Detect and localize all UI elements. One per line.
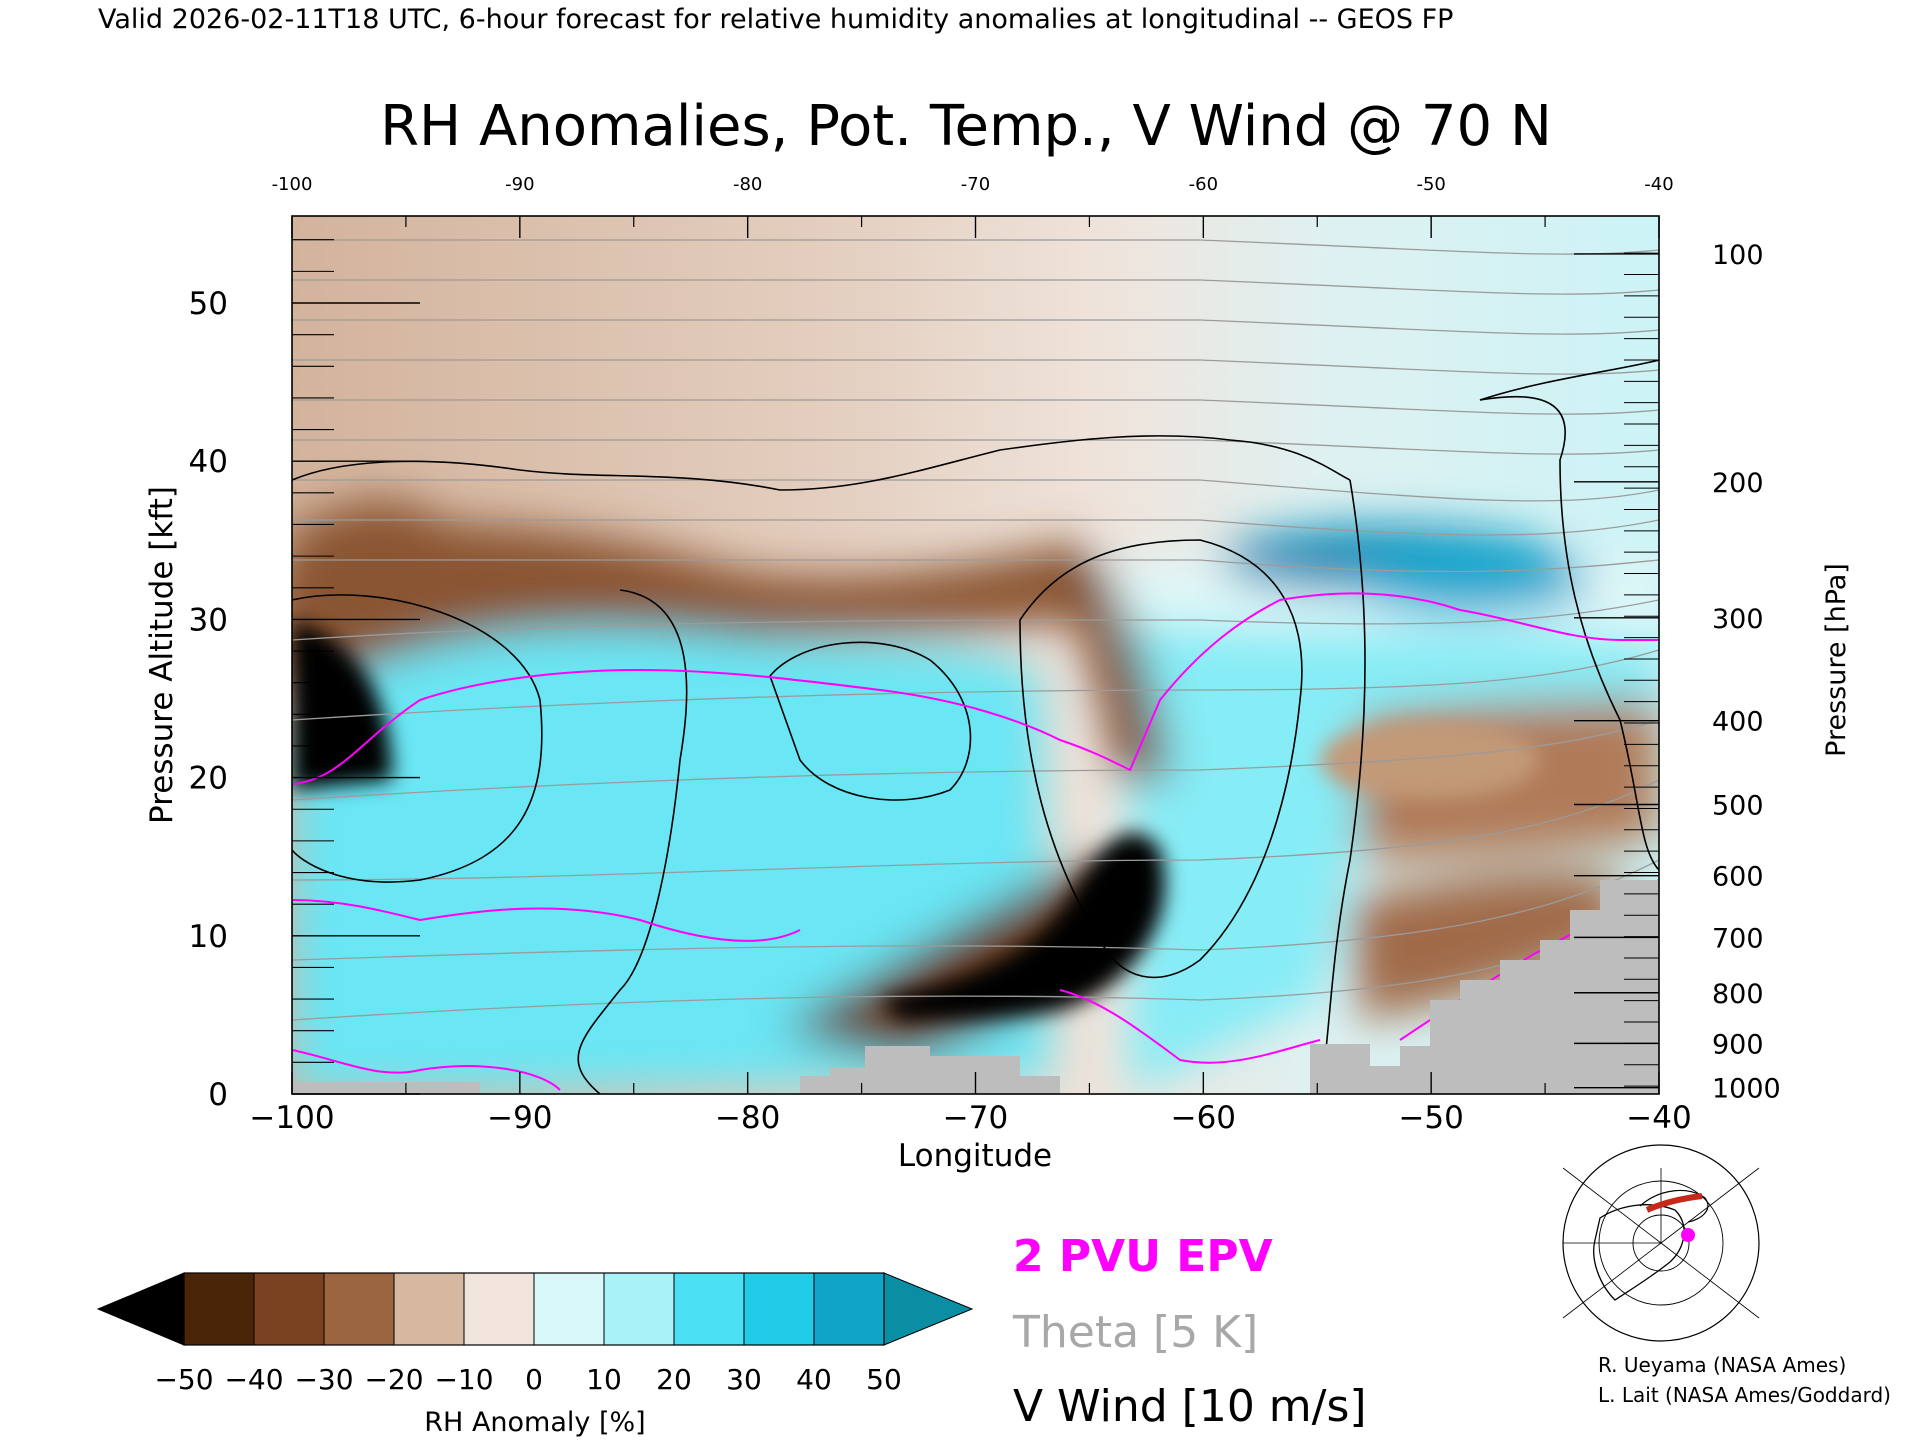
y-axis-label: Pressure Altitude [kft] (144, 486, 180, 824)
credit-line-2: L. Lait (NASA Ames/Goddard) (1598, 1383, 1891, 1407)
y-tick-label: 20 (189, 761, 228, 797)
y2-axis-label: Pressure [hPa] (1821, 563, 1852, 757)
y-tick-label: 50 (189, 286, 228, 322)
colorbar-segment (394, 1273, 465, 1345)
pressure-tick-label: 200 (1712, 468, 1764, 499)
pressure-tick-label: 400 (1712, 707, 1764, 738)
axes: −100 -100 −90 -90 −80 -80 −70 -70 −60 -60 −50 -50 −4… (189, 174, 1781, 1136)
pressure-tick-label: 900 (1712, 1029, 1764, 1060)
colorbar-tick-label: 30 (726, 1363, 762, 1396)
x-top-tick-label: -100 (272, 174, 313, 195)
x-top-tick-label: -60 (1189, 174, 1218, 195)
colorbar-tick-label: 10 (586, 1363, 622, 1396)
colorbar-segment (254, 1273, 325, 1345)
x-top-tick-label: -40 (1644, 174, 1673, 195)
pressure-tick-label: 1000 (1712, 1074, 1781, 1105)
rh-anomaly-field (292, 216, 1659, 1094)
colorbar-segment (464, 1273, 535, 1345)
x-top-tick-label: -90 (505, 174, 534, 195)
colorbar-segment (184, 1273, 255, 1345)
y-tick-label: 30 (189, 602, 228, 638)
pressure-tick-label: 700 (1712, 923, 1764, 954)
legend-epv: 2 PVU EPV (1013, 1231, 1273, 1282)
colorbar-tick-label: 0 (525, 1363, 543, 1396)
colorbar-segment (604, 1273, 675, 1345)
y-tick-label: 0 (208, 1077, 228, 1113)
colorbar-segment (674, 1273, 745, 1345)
colorbar-tick-label: −30 (294, 1363, 353, 1396)
vwind-contours (292, 359, 1659, 1094)
x-top-tick-label: -50 (1416, 174, 1445, 195)
colorbar-low-arrow (96, 1272, 185, 1346)
pressure-tick-label: 100 (1712, 240, 1764, 271)
x-tick-label: −50 (1398, 1100, 1463, 1136)
valid-line: Valid 2026-02-11T18 UTC, 6-hour forecast… (98, 4, 1453, 35)
x-top-tick-label: -80 (733, 174, 762, 195)
credit-line-1: R. Ueyama (NASA Ames) (1598, 1353, 1846, 1377)
x-tick-label: −100 (249, 1100, 334, 1136)
pressure-tick-label: 500 (1712, 790, 1764, 821)
colorbar-segment (534, 1273, 605, 1345)
legend-theta: Theta [5 K] (1012, 1307, 1258, 1358)
colorbar-segment (324, 1273, 395, 1345)
x-axis-label: Longitude (898, 1138, 1052, 1174)
x-top-tick-label: -70 (961, 174, 990, 195)
chart-title: RH Anomalies, Pot. Temp., V Wind @ 70 N (380, 94, 1552, 159)
y-tick-label: 10 (189, 919, 228, 955)
colorbar-tick-label: 40 (796, 1363, 832, 1396)
x-tick-label: −60 (1171, 1100, 1236, 1136)
theta-contours (292, 239, 1659, 1021)
colorbar-tick-label: −40 (224, 1363, 283, 1396)
pressure-tick-label: 600 (1712, 862, 1764, 893)
colorbar-tick-label: −20 (364, 1363, 423, 1396)
colorbar-tick-label: 20 (656, 1363, 692, 1396)
legend-vwind: V Wind [10 m/s] (1013, 1381, 1367, 1432)
y-tick-label: 40 (189, 444, 228, 480)
colorbar-label: RH Anomaly [%] (424, 1407, 645, 1438)
terrain-mask (292, 880, 1659, 1094)
pressure-tick-label: 300 (1712, 604, 1764, 635)
x-tick-label: −80 (715, 1100, 780, 1136)
colorbar-segment (744, 1273, 815, 1345)
colorbar-segment (814, 1273, 885, 1345)
colorbar-high-arrow (883, 1272, 974, 1346)
colorbar: −50 −40 −30 −20 −10 0 10 20 30 40 50 (96, 1272, 974, 1396)
colorbar-tick-label: 50 (866, 1363, 902, 1396)
x-tick-label: −40 (1626, 1100, 1691, 1136)
colorbar-tick-label: −50 (154, 1363, 213, 1396)
x-tick-label: −90 (487, 1100, 552, 1136)
locator-map (1562, 1144, 1760, 1342)
colorbar-tick-label: −10 (434, 1363, 493, 1396)
pressure-tick-label: 800 (1712, 979, 1764, 1010)
x-tick-label: −70 (943, 1100, 1008, 1136)
